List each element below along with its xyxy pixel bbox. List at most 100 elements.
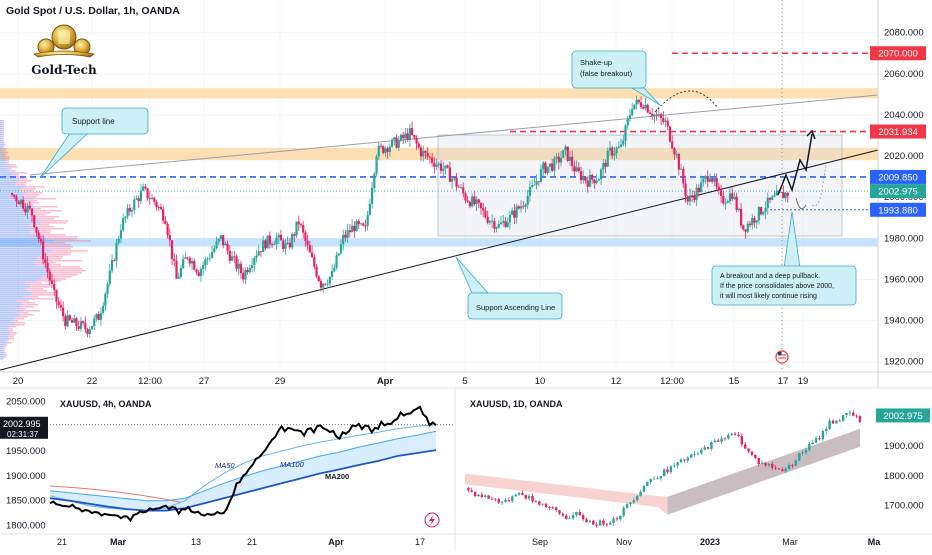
- profile-bar: [0, 308, 16, 310]
- profile-bar: [0, 272, 50, 274]
- candle-body-1d: [619, 515, 622, 520]
- profile-bar: [15, 322, 26, 324]
- candle-body: [148, 198, 151, 200]
- candle-body: [595, 180, 598, 184]
- panel-4h-time-tick: 17: [415, 537, 425, 547]
- candle-body: [646, 104, 649, 113]
- profile-bar: [7, 342, 12, 344]
- candle-body: [535, 181, 538, 185]
- candle-body: [215, 241, 218, 249]
- profile-bar: [0, 210, 37, 212]
- panel-1d-time-tick: Sep: [532, 537, 548, 547]
- candle-body-1d: [558, 510, 561, 514]
- main-time-axis: 20 22 12:00 27 29 Apr 5 10 12 12:00 15 17 19: [13, 376, 809, 387]
- profile-bar: [0, 270, 52, 272]
- candle-body: [551, 163, 554, 171]
- candle-body: [513, 210, 516, 218]
- candle-body: [433, 162, 436, 167]
- profile-bar: [0, 348, 4, 350]
- profile-bar: [0, 356, 4, 358]
- candle-body-1d: [710, 442, 713, 449]
- candle-body-1d: [754, 454, 757, 459]
- candle-body-1d: [733, 433, 737, 435]
- level-tag: 2031.934: [870, 124, 926, 139]
- red-ma-4h: [49, 485, 181, 503]
- candle-body: [673, 148, 676, 155]
- candle-body-1d: [679, 459, 683, 463]
- time-tick-label: 29: [275, 376, 286, 387]
- profile-bar: [0, 140, 3, 142]
- candle-body: [442, 168, 445, 171]
- time-tick-label: Apr: [377, 376, 394, 387]
- candle-body: [302, 225, 305, 233]
- candle-body: [557, 156, 560, 163]
- profile-bar: [41, 220, 69, 222]
- candle-body: [99, 312, 103, 320]
- candle-body-1d: [784, 468, 787, 472]
- candle-body: [235, 256, 238, 269]
- profile-bar: [36, 258, 62, 260]
- candle-body: [166, 223, 169, 236]
- candle-body: [382, 146, 385, 153]
- candle-body-1d: [517, 492, 521, 495]
- candle-body-1d: [521, 492, 524, 495]
- profile-bar: [0, 330, 8, 332]
- candle-body: [230, 256, 234, 261]
- level-tag-bg: [870, 202, 926, 217]
- candle-body: [657, 114, 660, 116]
- candle-body-1d: [848, 412, 852, 414]
- candle-body: [744, 229, 747, 232]
- candle-body: [253, 257, 256, 266]
- candle-body: [517, 206, 520, 209]
- candle-body: [755, 220, 758, 223]
- candle-body: [599, 169, 603, 180]
- candle-body: [784, 192, 787, 199]
- ma200-line: [49, 449, 437, 512]
- candle-body: [388, 146, 391, 152]
- candle-body: [264, 240, 267, 249]
- candle-body-1d: [693, 453, 696, 455]
- candle-body: [577, 167, 580, 172]
- candle-body-1d: [737, 434, 740, 436]
- candle-body: [262, 240, 265, 252]
- candle-body-1d: [484, 495, 487, 498]
- candle-body: [239, 263, 243, 274]
- candle-body-1d: [845, 413, 848, 415]
- candle-body: [46, 263, 49, 272]
- profile-bar: [29, 224, 50, 226]
- candle-body-1d: [808, 444, 811, 451]
- main-plot-area: [0, 0, 878, 372]
- candle-body: [648, 112, 652, 114]
- profile-bar: [30, 232, 51, 234]
- profile-bar: [0, 176, 15, 178]
- candle-body: [326, 283, 329, 285]
- candle-body: [104, 293, 107, 306]
- candle-body: [22, 199, 25, 209]
- candle-body: [542, 162, 545, 170]
- profile-bar: [0, 284, 31, 286]
- profile-bar: [28, 290, 48, 292]
- candle-body: [77, 326, 80, 329]
- profile-bar: [0, 254, 43, 256]
- candle-body: [593, 179, 596, 184]
- profile-bar: [20, 306, 34, 308]
- profile-bar: [0, 278, 40, 280]
- candle-body: [446, 165, 449, 168]
- candle-body: [113, 259, 116, 261]
- candle-body: [444, 165, 447, 169]
- candle-body: [73, 318, 76, 323]
- candle-body: [722, 195, 725, 204]
- profile-bar: [0, 304, 24, 306]
- lightning-icon[interactable]: [424, 512, 440, 528]
- projection-arrow-up: [777, 133, 813, 196]
- profile-bar: [16, 178, 28, 180]
- profile-bar: [3, 348, 6, 350]
- candle-body: [377, 145, 380, 157]
- candle-body: [748, 223, 752, 226]
- panel-1d: XAUUSD, 1D, OANDA 1900.000 1800.000 1700.00…: [465, 399, 930, 547]
- profile-bar: [3, 356, 7, 358]
- profile-bar: [9, 326, 17, 328]
- candle-body: [155, 201, 158, 207]
- candle-body-1d: [487, 495, 490, 499]
